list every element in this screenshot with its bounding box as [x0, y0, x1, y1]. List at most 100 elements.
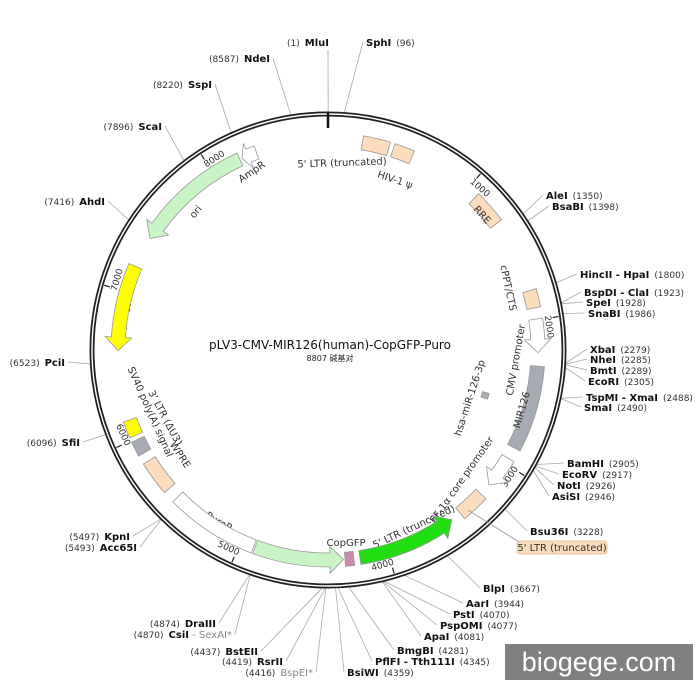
enzyme-site[interactable]: SnaBI (1986) [588, 309, 655, 320]
feature-ampr-promoter[interactable] [241, 143, 260, 169]
feature-hsa-mir-126-3p[interactable] [480, 391, 490, 400]
feature-ori[interactable] [104, 262, 143, 352]
enzyme-site[interactable]: (8587) NdeI [209, 54, 270, 65]
enzyme-name: SmaI [584, 403, 612, 414]
enzyme-site[interactable]: PspOMI (4077) [440, 621, 517, 632]
enzyme-site[interactable]: SpeI (1928) [586, 298, 646, 309]
enzyme-site[interactable]: BlpI (3667) [483, 584, 540, 595]
enzyme-leader-line [82, 434, 106, 443]
enzyme-site[interactable]: (4419) RsrII [222, 657, 283, 668]
enzyme-site[interactable]: PflFI - Tth111I (4345) [375, 657, 490, 668]
enzyme-position: (4281) [439, 647, 469, 657]
feature-sv40-ori[interactable] [122, 417, 143, 439]
enzyme-site[interactable]: (6523) PciI [10, 358, 65, 369]
enzyme-site[interactable]: BamHI (2905) [567, 459, 639, 470]
enzyme-site[interactable]: AarI (3944) [466, 599, 524, 610]
feature-wpre[interactable] [172, 491, 257, 554]
enzyme-name: SfiI [62, 438, 80, 449]
enzyme-site[interactable]: NheI (2285) [590, 355, 651, 366]
enzyme-site[interactable]: (4416) BspEI* [245, 668, 313, 679]
enzyme-position: (1986) [625, 310, 655, 320]
enzyme-site[interactable]: (8220) SspI [153, 80, 212, 91]
svg-text:(4874)DraIII: (4874) DraIII [150, 619, 216, 630]
enzyme-site[interactable]: (1) MluI [287, 38, 329, 49]
feature-sv40-poly-a-signal[interactable] [131, 435, 152, 457]
enzyme-position: (2905) [609, 460, 639, 470]
feature-3-ltr-u3[interactable] [142, 456, 176, 494]
ltr-callout: 5' LTR (truncated) [467, 509, 608, 555]
svg-text:(1)MluI: (1) MluI [287, 38, 329, 49]
feature-mir126[interactable] [507, 365, 545, 452]
tick-mark [231, 556, 235, 563]
enzyme-position: (1350) [573, 192, 603, 202]
enzyme-leader-line [315, 587, 327, 673]
enzyme-name: NdeI [244, 54, 270, 65]
enzyme-name: PstI [453, 610, 475, 621]
enzyme-site[interactable]: BspDI - ClaI (1923) [584, 288, 684, 299]
feature-ef-1-core-promoter[interactable] [485, 453, 515, 486]
enzyme-site[interactable]: NotI (2926) [557, 481, 616, 492]
enzyme-leader-line [556, 273, 578, 284]
enzyme-site[interactable]: HincII - HpaI (1800) [580, 270, 684, 281]
feature-cppt-cts[interactable] [522, 288, 542, 310]
enzyme-site[interactable]: AsiSI (2946) [552, 492, 615, 503]
svg-text:BmgBI(4281): BmgBI (4281) [397, 646, 468, 657]
enzyme-site[interactable]: (7416) AhdI [44, 197, 105, 208]
feature-5-ltr-truncated[interactable] [455, 488, 487, 520]
svg-text:EcoRI(2305): EcoRI (2305) [588, 377, 654, 388]
enzyme-site[interactable]: (7896) ScaI [103, 122, 162, 133]
enzyme-site[interactable]: EcoRI (2305) [588, 377, 654, 388]
enzyme-site[interactable]: BsaBI (1398) [552, 202, 619, 213]
svg-text:AleI(1350): AleI (1350) [546, 191, 603, 202]
feature-hiv-1[interactable] [390, 143, 416, 165]
feature-puror[interactable] [252, 539, 345, 575]
svg-text:(6523)PciI: (6523) PciI [10, 358, 65, 369]
enzyme-site[interactable]: TspMI - XmaI (2488) [586, 393, 693, 404]
tick-mark [116, 444, 123, 449]
enzyme-site[interactable]: BsiWI (4359) [347, 668, 414, 679]
enzyme-leader-line [348, 586, 395, 651]
feature-t2a[interactable] [343, 551, 356, 567]
enzyme-site[interactable]: (4870) CsiI - SexAI* [134, 630, 232, 641]
enzyme-leader-line [561, 291, 582, 304]
feature-cmv-promoter[interactable] [523, 317, 552, 354]
enzyme-name: ScaI [138, 122, 162, 133]
enzyme-position: (4437) [190, 648, 220, 658]
enzyme-site[interactable]: (6096) SfiI [27, 438, 80, 449]
enzyme-site[interactable]: (5497) KpnI [69, 532, 130, 543]
enzyme-site[interactable]: SmaI (2490) [584, 403, 647, 414]
enzyme-site[interactable]: Bsu36I (3228) [530, 527, 603, 538]
enzyme-site[interactable]: (4874) DraIII [150, 619, 216, 630]
enzyme-leader-line [534, 467, 555, 486]
enzyme-site[interactable]: AleI (1350) [546, 191, 603, 202]
svg-text:(6096)SfiI: (6096) SfiI [27, 438, 80, 449]
enzyme-site[interactable]: BmgBI (4281) [397, 646, 468, 657]
feature-5-ltr-truncated[interactable] [360, 135, 392, 157]
feature-ampr[interactable] [146, 152, 244, 239]
enzyme-position: (3667) [510, 585, 540, 595]
svg-text:HincII - HpaI(1800): HincII - HpaI (1800) [580, 270, 684, 281]
enzyme-position: (2279) [620, 346, 650, 356]
enzyme-leader-line [535, 465, 560, 475]
enzyme-leader-line [234, 574, 251, 635]
tick-mark [200, 154, 205, 160]
feature-rre[interactable] [468, 193, 503, 229]
enzyme-leader-line [132, 518, 161, 537]
svg-text:(4419)RsrII: (4419) RsrII [222, 657, 283, 668]
svg-text:ApaI(4081): ApaI (4081) [424, 632, 484, 643]
enzyme-name: TspMI - XmaI [586, 393, 658, 404]
enzyme-site[interactable]: BmtI (2289) [590, 366, 651, 377]
svg-text:PspOMI(4077): PspOMI (4077) [440, 621, 517, 632]
enzyme-site[interactable]: SphI (96) [366, 38, 415, 49]
enzyme-site[interactable]: ApaI (4081) [424, 632, 484, 643]
enzyme-site[interactable]: EcoRV (2917) [562, 470, 632, 481]
enzyme-leader-line [561, 396, 584, 399]
enzyme-position: (2917) [602, 471, 632, 481]
enzyme-site[interactable]: PstI (4070) [453, 610, 510, 621]
enzyme-site[interactable]: (5493) Acc65I [65, 543, 137, 554]
enzyme-site[interactable]: (4437) BstEII [190, 647, 258, 658]
svg-text:TspMI - XmaI(2488): TspMI - XmaI (2488) [586, 393, 693, 404]
enzyme-site[interactable]: XbaI (2279) [590, 345, 650, 356]
feature-copgfp[interactable] [358, 515, 453, 565]
enzyme-name: MluI [305, 38, 329, 49]
